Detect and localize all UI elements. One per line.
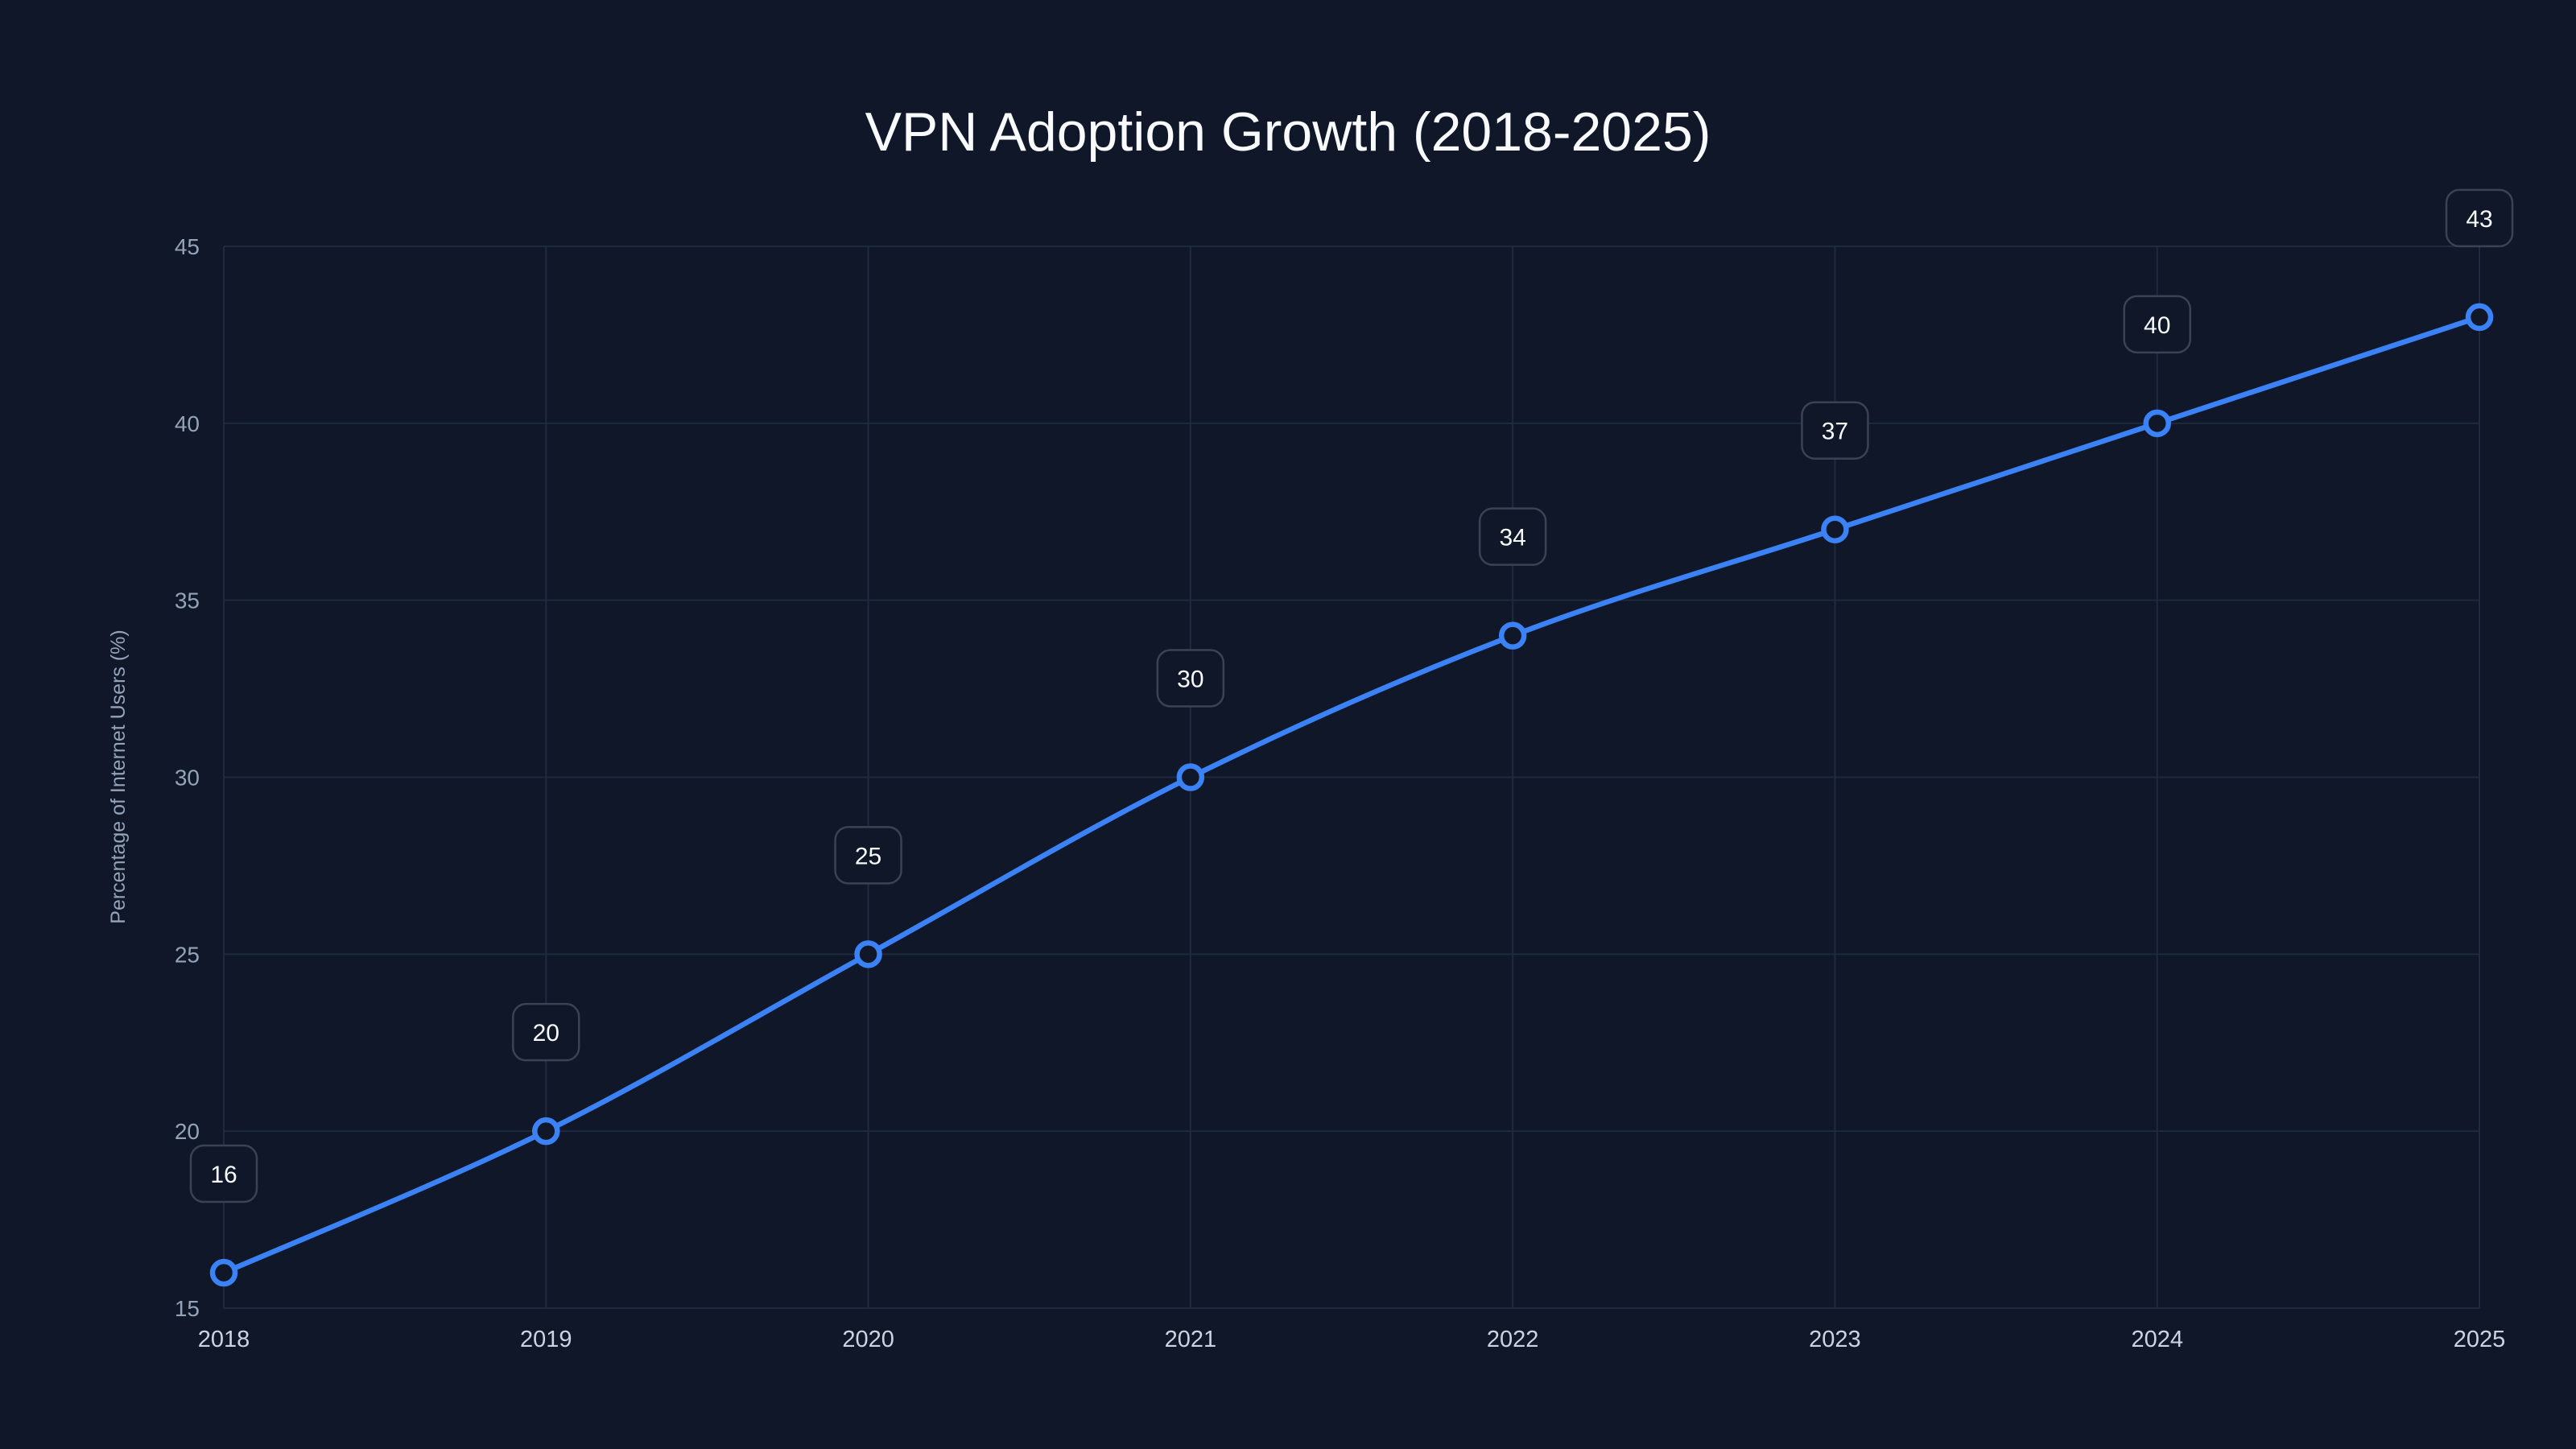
- chart-title: VPN Adoption Growth (2018-2025): [865, 101, 1711, 163]
- data-label-box: [2445, 188, 2514, 248]
- data-point-marker: [2465, 303, 2494, 332]
- x-tick-label: 2025: [2454, 1327, 2506, 1352]
- grid: [223, 246, 2480, 1309]
- data-label: 40: [2123, 295, 2191, 354]
- data-label: 37: [1801, 401, 1869, 460]
- data-label-text: 30: [1177, 667, 1203, 693]
- y-tick-label: 30: [175, 766, 200, 791]
- x-tick-label: 2021: [1165, 1327, 1217, 1352]
- data-label-text: 25: [855, 843, 881, 869]
- data-label-box: [834, 826, 902, 885]
- data-label: 30: [1156, 649, 1225, 708]
- y-axis: 15 20 25 30 35 40 45: [175, 234, 200, 1321]
- x-tick-label: 2020: [842, 1327, 894, 1352]
- data-label-text: 43: [2466, 206, 2492, 233]
- x-tick-label: 2023: [1809, 1327, 1861, 1352]
- data-point-marker: [854, 940, 882, 968]
- data-point-marker: [532, 1117, 560, 1146]
- series-line: [221, 314, 2483, 1276]
- data-point-marker: [1176, 763, 1205, 791]
- data-label-box: [2123, 295, 2191, 354]
- y-tick-label: 25: [175, 942, 200, 967]
- data-label-box: [1801, 401, 1869, 460]
- data-label-text: 34: [1499, 525, 1525, 551]
- x-tick-label: 2022: [1487, 1327, 1539, 1352]
- x-axis: 2018 2019 2020 2021 2022 2023 2024 2025: [198, 1327, 2506, 1352]
- data-label: 34: [1478, 507, 1547, 566]
- y-tick-label: 35: [175, 588, 200, 613]
- x-tick-label: 2019: [520, 1327, 572, 1352]
- y-tick-label: 40: [175, 411, 200, 436]
- data-point-marker: [2143, 409, 2171, 438]
- data-point-marker: [1821, 515, 1849, 543]
- y-tick-label: 15: [175, 1296, 200, 1321]
- y-axis-label: Percentage of Internet Users (%): [107, 630, 130, 923]
- data-label-box: [512, 1002, 580, 1062]
- data-labels: 16 20 25 30 34 37 40 43: [189, 188, 2514, 1203]
- data-point-marker: [209, 1258, 238, 1287]
- data-label: 20: [512, 1002, 580, 1062]
- data-label: 43: [2445, 188, 2514, 248]
- data-label: 16: [189, 1144, 258, 1203]
- x-tick-label: 2018: [198, 1327, 250, 1352]
- data-label-text: 20: [533, 1020, 559, 1046]
- y-tick-label: 20: [175, 1119, 200, 1144]
- data-label-text: 16: [210, 1162, 237, 1188]
- data-label-text: 37: [1822, 419, 1848, 445]
- y-tick-label: 45: [175, 234, 200, 259]
- markers: [209, 303, 2494, 1287]
- data-point-marker: [1498, 621, 1527, 650]
- data-label-box: [1478, 507, 1547, 566]
- x-tick-label: 2024: [2131, 1327, 2183, 1352]
- data-label-box: [189, 1144, 258, 1203]
- data-label-text: 40: [2144, 312, 2170, 339]
- data-label-box: [1156, 649, 1225, 708]
- data-label: 25: [834, 826, 902, 885]
